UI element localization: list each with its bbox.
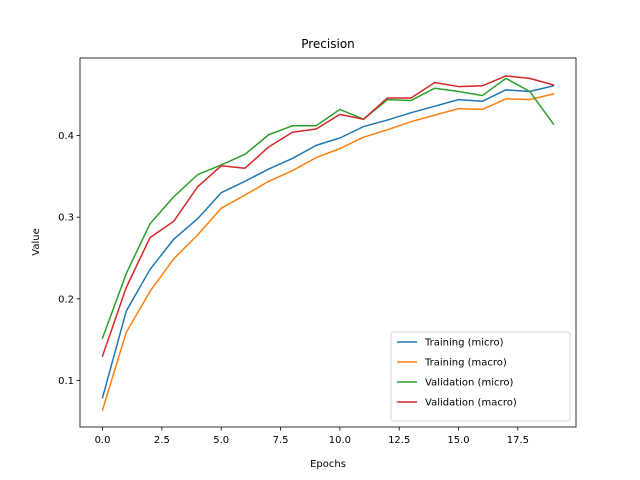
axes: 0.0 2.5 5.0 7.5 10.0 12.5 15.0 17.5 0.1 0.2 0.3 0.4 — [58, 57, 577, 446]
x-tick-label: 10.0 — [329, 435, 351, 446]
x-tick-label: 0.0 — [95, 435, 111, 446]
y-tick-label: 0.1 — [58, 376, 74, 387]
y-tick-label: 0.2 — [58, 294, 74, 305]
legend-box — [390, 331, 571, 422]
y-tick-label: 0.4 — [58, 131, 74, 142]
legend-label-2: Validation (micro) — [425, 378, 513, 389]
series-line-1 — [101, 93, 555, 411]
legend-label-3: Validation (macro) — [425, 398, 517, 409]
series-line-3 — [101, 75, 555, 357]
x-tick-label: 17.5 — [507, 435, 529, 446]
y-tick-label: 0.3 — [58, 213, 74, 224]
chart-title: Precision — [301, 37, 355, 51]
y-axis-label: Value — [31, 228, 42, 255]
x-tick-label: 5.0 — [213, 435, 229, 446]
series-line-2 — [101, 77, 555, 339]
x-axis-label: Epochs — [310, 459, 346, 470]
plot-area — [101, 75, 555, 411]
x-tick-label: 15.0 — [447, 435, 469, 446]
series-line-0 — [101, 84, 555, 399]
axes-frame — [79, 57, 577, 428]
x-tick-label: 2.5 — [154, 435, 170, 446]
legend: Training (micro) Training (macro) Validati… — [390, 331, 571, 422]
x-tick-label: 12.5 — [388, 435, 410, 446]
legend-label-1: Training (macro) — [424, 358, 507, 369]
x-tick-label: 7.5 — [273, 435, 289, 446]
legend-label-0: Training (micro) — [424, 338, 504, 349]
